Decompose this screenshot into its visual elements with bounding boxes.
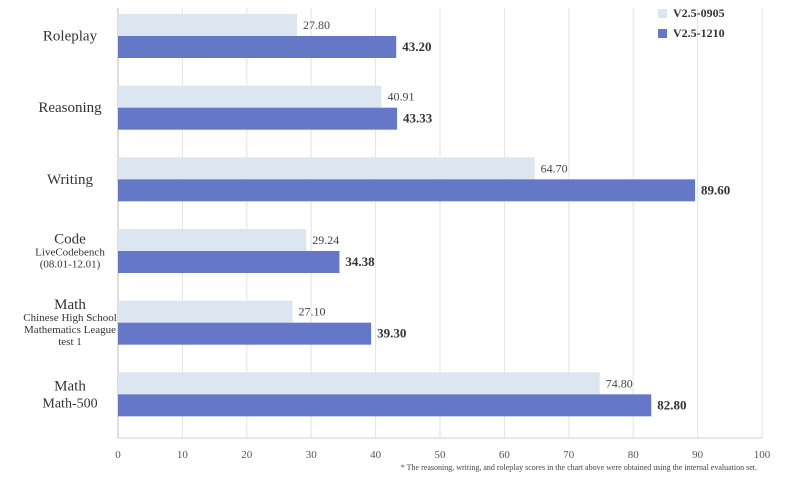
category-sublabel: test 1	[58, 336, 82, 348]
bars	[118, 14, 696, 417]
legend-label: V2.5-1210	[673, 26, 725, 40]
bar-v2.5-1210	[118, 322, 372, 345]
x-tick-label: 30	[306, 449, 318, 461]
x-tick-label: 100	[754, 449, 771, 461]
bar-value-label: 27.10	[299, 305, 326, 319]
category-label: Math	[54, 297, 86, 313]
x-tick-label: 60	[499, 449, 511, 461]
category-label: Reasoning	[38, 100, 102, 116]
bar-v2.5-1210	[118, 107, 398, 130]
bar-v2.5-0905	[118, 157, 535, 180]
x-tick-label: 40	[370, 449, 382, 461]
category-sublabel: Math-500	[42, 396, 97, 411]
bar-value-label: 40.91	[387, 90, 414, 104]
bar-v2.5-1210	[118, 179, 696, 202]
legend-label: V2.5-0905	[673, 6, 725, 20]
value-labels: 27.80 43.20 40.91 43.33 64.70 89.60 29.24 34.38…	[299, 18, 731, 412]
x-tick-label: 10	[177, 449, 189, 461]
gridlines	[117, 8, 763, 439]
bar-value-label: 89.60	[701, 182, 730, 197]
category-sublabel: LiveCodebench	[35, 247, 105, 259]
bar-value-label: 39.30	[377, 326, 406, 341]
bar-v2.5-1210	[118, 251, 340, 273]
bar-v2.5-0905	[118, 372, 600, 395]
x-tick-label: 50	[435, 449, 447, 461]
x-axis-ticks: 0 10 20 30 40 50 60 70 80 90 100	[115, 449, 771, 461]
bar-v2.5-0905	[118, 300, 293, 323]
legend-swatch	[658, 9, 667, 18]
category-sublabel: Chinese High School	[23, 312, 117, 324]
bar-value-label: 43.33	[403, 111, 433, 126]
category-sublabel: (08.01-12.01)	[40, 259, 101, 271]
category-label: Math	[54, 378, 86, 394]
bar-value-label: 82.80	[657, 397, 686, 412]
x-tick-label: 70	[563, 449, 575, 461]
category-labels: Roleplay Reasoning Writing CodeLiveCodebenc…	[23, 29, 117, 412]
x-tick-label: 0	[115, 449, 121, 461]
x-tick-label: 80	[628, 449, 640, 461]
category-label: Roleplay	[43, 29, 98, 45]
category-sublabel: Mathematics League	[24, 324, 116, 336]
bar-v2.5-1210	[118, 36, 397, 58]
bar-v2.5-0905	[118, 14, 298, 36]
category-label: Writing	[47, 172, 94, 188]
bar-v2.5-0905	[118, 229, 307, 251]
footnote: * The reasoning, writing, and roleplay s…	[401, 463, 757, 472]
bar-value-label: 27.80	[303, 18, 330, 32]
bar-value-label: 29.24	[312, 233, 339, 247]
bar-value-label: 64.70	[541, 161, 568, 175]
bar-value-label: 43.20	[402, 39, 431, 54]
legend: V2.5-0905 V2.5-1210	[658, 6, 725, 40]
legend-swatch	[658, 29, 667, 38]
x-tick-label: 20	[241, 449, 253, 461]
bar-v2.5-1210	[118, 394, 652, 417]
bar-value-label: 74.80	[606, 376, 633, 390]
bar-value-label: 34.38	[345, 254, 375, 269]
category-label: Code	[54, 232, 86, 248]
x-tick-label: 90	[692, 449, 704, 461]
bar-v2.5-0905	[118, 85, 382, 108]
